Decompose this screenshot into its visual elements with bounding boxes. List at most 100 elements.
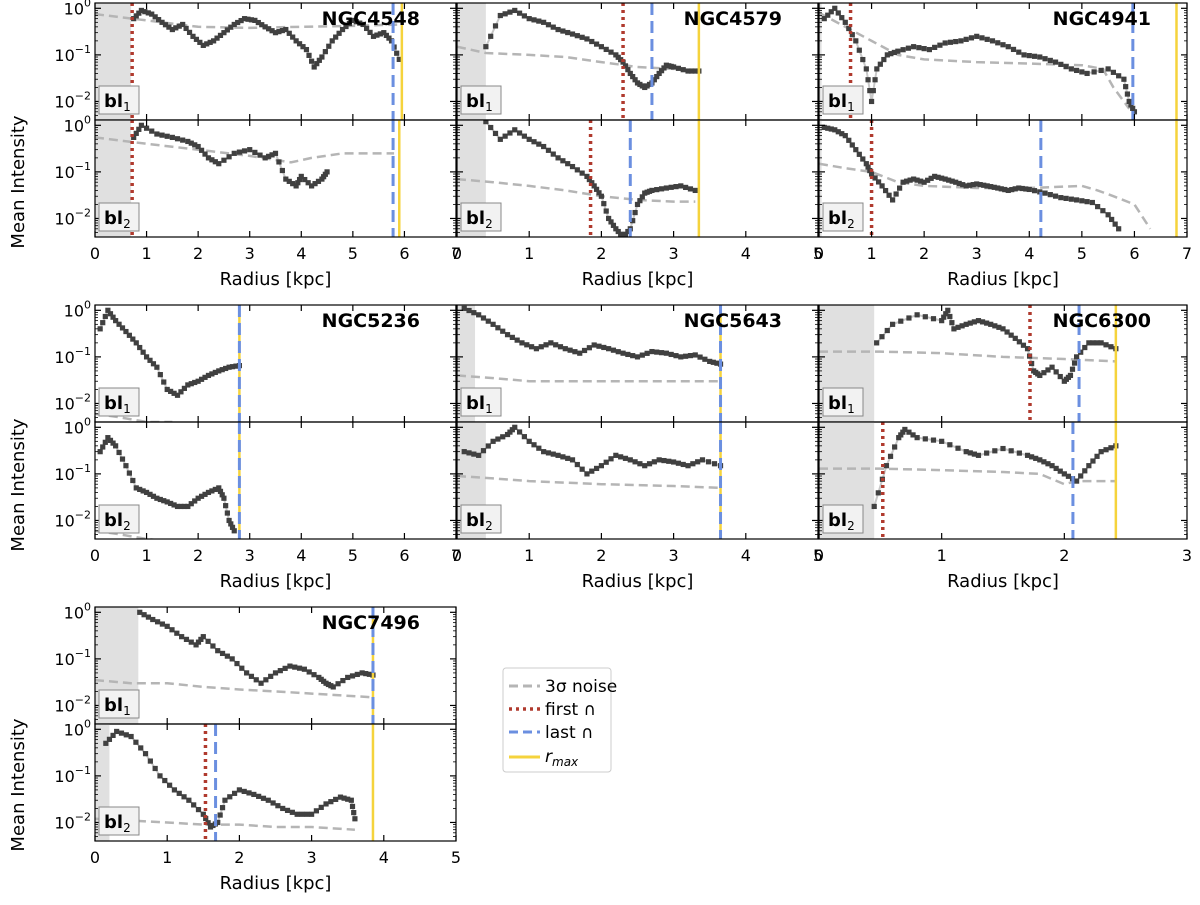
profile-point	[223, 365, 229, 372]
profile-point	[943, 311, 949, 317]
bar-label-text: bl2	[104, 208, 131, 231]
profile-line	[484, 9, 699, 89]
profile-point	[690, 461, 696, 467]
y-tick-label: 10−1	[54, 345, 91, 367]
profile-point	[922, 436, 928, 442]
profile-point	[865, 164, 871, 170]
panel-bl1: 100 10−1 10−2 bl1 NGC5236	[54, 298, 457, 423]
profile-point	[130, 477, 136, 484]
profile-point	[272, 30, 279, 36]
profile-point	[953, 179, 959, 185]
panel-plot-area	[95, 422, 241, 539]
profile-point	[231, 790, 238, 796]
profile-point	[303, 46, 310, 53]
profile-point	[238, 17, 244, 24]
profile-point	[918, 178, 924, 184]
profile-point	[200, 634, 206, 640]
profile-point	[203, 815, 209, 822]
profile-line	[873, 428, 1117, 507]
profile-point	[832, 127, 838, 133]
profile-point	[221, 30, 227, 36]
profile-point	[1103, 447, 1109, 453]
profile-point	[1045, 461, 1051, 467]
profile-point	[942, 176, 948, 182]
profile-point	[215, 648, 221, 654]
x-axis-label: Radius [kpc]	[220, 269, 332, 290]
profile-point	[343, 23, 349, 30]
profile-point	[309, 183, 315, 189]
profile-point	[1105, 66, 1111, 72]
profile-point	[555, 26, 561, 33]
profile-point	[162, 777, 168, 784]
profile-point	[335, 681, 341, 687]
bar-label-text: bl1	[828, 393, 855, 416]
profile-point	[200, 42, 206, 48]
profile-point	[231, 150, 237, 156]
bar-label: bl1	[98, 85, 140, 115]
profile-point	[1094, 453, 1100, 459]
profile-point	[921, 179, 927, 185]
profile-point	[110, 732, 116, 739]
profile-point	[714, 360, 720, 366]
profile-point	[152, 14, 158, 20]
profile-point	[299, 811, 305, 817]
profile-point	[198, 376, 205, 382]
profile-point	[883, 463, 890, 469]
profile-point	[875, 490, 881, 496]
profile-point	[161, 498, 167, 504]
profile-point	[222, 797, 228, 803]
profile-point	[1065, 473, 1072, 479]
profile-point	[100, 444, 106, 450]
profile-point	[1053, 369, 1059, 375]
profile-point	[1008, 332, 1014, 338]
x-tick-label: 0	[452, 546, 462, 565]
profile-point	[898, 318, 904, 324]
profile-point	[981, 182, 987, 188]
profile-point	[939, 318, 945, 324]
profile-point	[925, 177, 931, 183]
profile-point	[289, 809, 295, 815]
x-tick-label: 2	[596, 244, 606, 263]
profile-point	[471, 451, 477, 457]
profile-point	[315, 178, 322, 184]
profile-point	[1079, 198, 1085, 204]
profile-point	[492, 23, 499, 29]
profile-point	[223, 503, 229, 509]
x-tick-label: 6	[399, 546, 409, 565]
profile-point	[166, 24, 172, 30]
profile-point	[683, 353, 689, 359]
profile-point	[984, 450, 990, 456]
profile-point	[692, 187, 698, 194]
profile-point	[333, 796, 339, 802]
profile-point	[212, 159, 218, 165]
profile-point	[381, 30, 387, 36]
profile-point	[649, 348, 655, 355]
profile-point	[565, 455, 571, 461]
x-tick-label: 0	[90, 848, 100, 867]
profile-point	[671, 64, 677, 70]
profile-point	[967, 182, 973, 188]
profile-point	[217, 32, 224, 38]
x-tick-label: 7	[451, 546, 461, 565]
profile-line	[824, 126, 1120, 230]
profile-point	[673, 184, 679, 190]
profile-point	[323, 801, 329, 807]
profile-point	[169, 627, 175, 633]
profile-point	[495, 436, 501, 442]
profile-point	[244, 670, 250, 676]
profile-point	[668, 184, 674, 190]
profile-point	[143, 125, 150, 131]
profile-point	[615, 228, 621, 235]
x-tick-label: 3	[307, 848, 317, 867]
profile-point	[512, 127, 518, 133]
profile-point	[147, 758, 153, 764]
profile-point	[968, 35, 975, 41]
profile-point	[157, 496, 163, 503]
bar-label: bl1	[98, 387, 140, 417]
profile-point	[1074, 354, 1080, 360]
profile-point	[294, 811, 300, 817]
profile-point	[958, 38, 964, 44]
profile-point	[882, 187, 889, 194]
profile-point	[593, 41, 600, 47]
profile-point	[345, 796, 351, 802]
